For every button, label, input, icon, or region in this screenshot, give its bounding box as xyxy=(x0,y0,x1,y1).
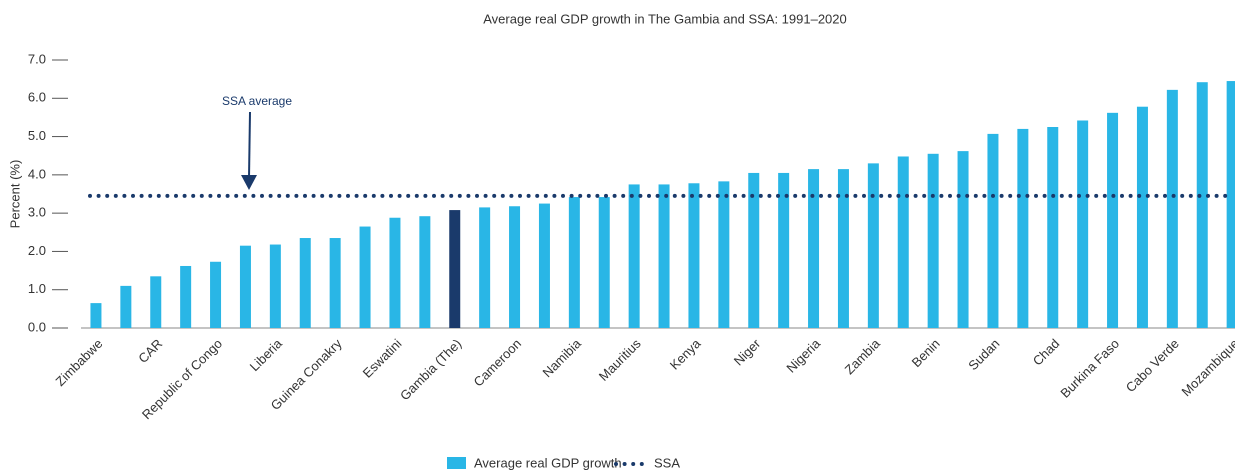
bar xyxy=(449,210,461,328)
x-tick-label: Chad xyxy=(1030,336,1063,369)
bar xyxy=(957,151,969,328)
bar xyxy=(897,156,909,328)
bar xyxy=(718,181,730,328)
bar xyxy=(1136,106,1148,328)
annotation-arrowhead xyxy=(241,175,257,190)
bar xyxy=(778,172,790,328)
y-tick-label: 2.0 xyxy=(28,243,46,258)
annotation: SSA average xyxy=(222,94,292,108)
legend-label: SSA xyxy=(654,455,680,470)
x-tick-label: Liberia xyxy=(247,335,286,374)
bar xyxy=(389,217,401,328)
y-tick-label: 0.0 xyxy=(28,319,46,334)
bar xyxy=(1077,120,1089,329)
x-tick-label: Burkina Faso xyxy=(1057,336,1122,401)
bar xyxy=(808,169,820,328)
x-tick-label: CAR xyxy=(135,336,165,366)
x-tick-label: Eswatini xyxy=(360,336,405,381)
bar xyxy=(1196,82,1208,328)
y-tick-label: 1.0 xyxy=(28,281,46,296)
x-tick-label: Mauritius xyxy=(596,336,644,384)
y-tick-label: 6.0 xyxy=(28,90,46,105)
bar xyxy=(90,303,102,328)
bar xyxy=(419,216,431,328)
x-tick-label: Namibia xyxy=(540,335,585,380)
x-tick-label: Mozambique xyxy=(1178,336,1235,399)
bar xyxy=(1107,112,1119,328)
bar xyxy=(150,276,162,328)
x-tick-label: Zimbabwe xyxy=(52,336,105,389)
y-tick-label: 3.0 xyxy=(28,205,46,220)
x-tick-label: Cabo Verde xyxy=(1123,336,1182,395)
bar xyxy=(688,183,700,328)
bar xyxy=(598,197,610,328)
bar xyxy=(538,203,550,328)
legend-swatch xyxy=(447,457,466,469)
x-tick-label: Benin xyxy=(909,336,943,370)
chart-title: Average real GDP growth in The Gambia an… xyxy=(483,11,847,26)
y-axis-label: Percent (%) xyxy=(7,160,22,229)
bar xyxy=(120,285,132,328)
bar xyxy=(239,245,251,328)
annotation-arrow xyxy=(248,111,251,179)
y-tick-label: 5.0 xyxy=(28,128,46,143)
bar xyxy=(1226,81,1235,328)
x-tick-label: Sudan xyxy=(965,336,1002,373)
bar xyxy=(299,238,311,328)
x-tick-label: Gambia (The) xyxy=(397,336,464,403)
x-tick-label: Zambia xyxy=(842,335,884,377)
bar xyxy=(1166,89,1178,328)
bar xyxy=(658,184,670,328)
x-tick-label: Niger xyxy=(731,335,764,368)
y-tick-label: 7.0 xyxy=(28,51,46,66)
bar xyxy=(210,261,222,328)
bar xyxy=(479,207,491,328)
bar xyxy=(1047,127,1059,328)
x-tick-label: Kenya xyxy=(667,335,704,372)
bar xyxy=(329,238,341,328)
bar xyxy=(927,153,939,328)
y-tick-label: 4.0 xyxy=(28,166,46,181)
legend-label: Average real GDP growth xyxy=(474,455,622,470)
bar xyxy=(269,244,281,328)
bar xyxy=(748,172,760,328)
bar xyxy=(987,133,999,328)
bar xyxy=(837,169,849,328)
x-tick-label: Cameroon xyxy=(471,336,525,390)
bar xyxy=(180,265,192,328)
bar xyxy=(568,197,580,328)
bar xyxy=(867,163,879,328)
bar xyxy=(1017,128,1029,328)
x-tick-label: Nigeria xyxy=(783,335,823,375)
bar xyxy=(359,226,371,328)
bar xyxy=(628,184,640,328)
bar xyxy=(509,206,521,328)
